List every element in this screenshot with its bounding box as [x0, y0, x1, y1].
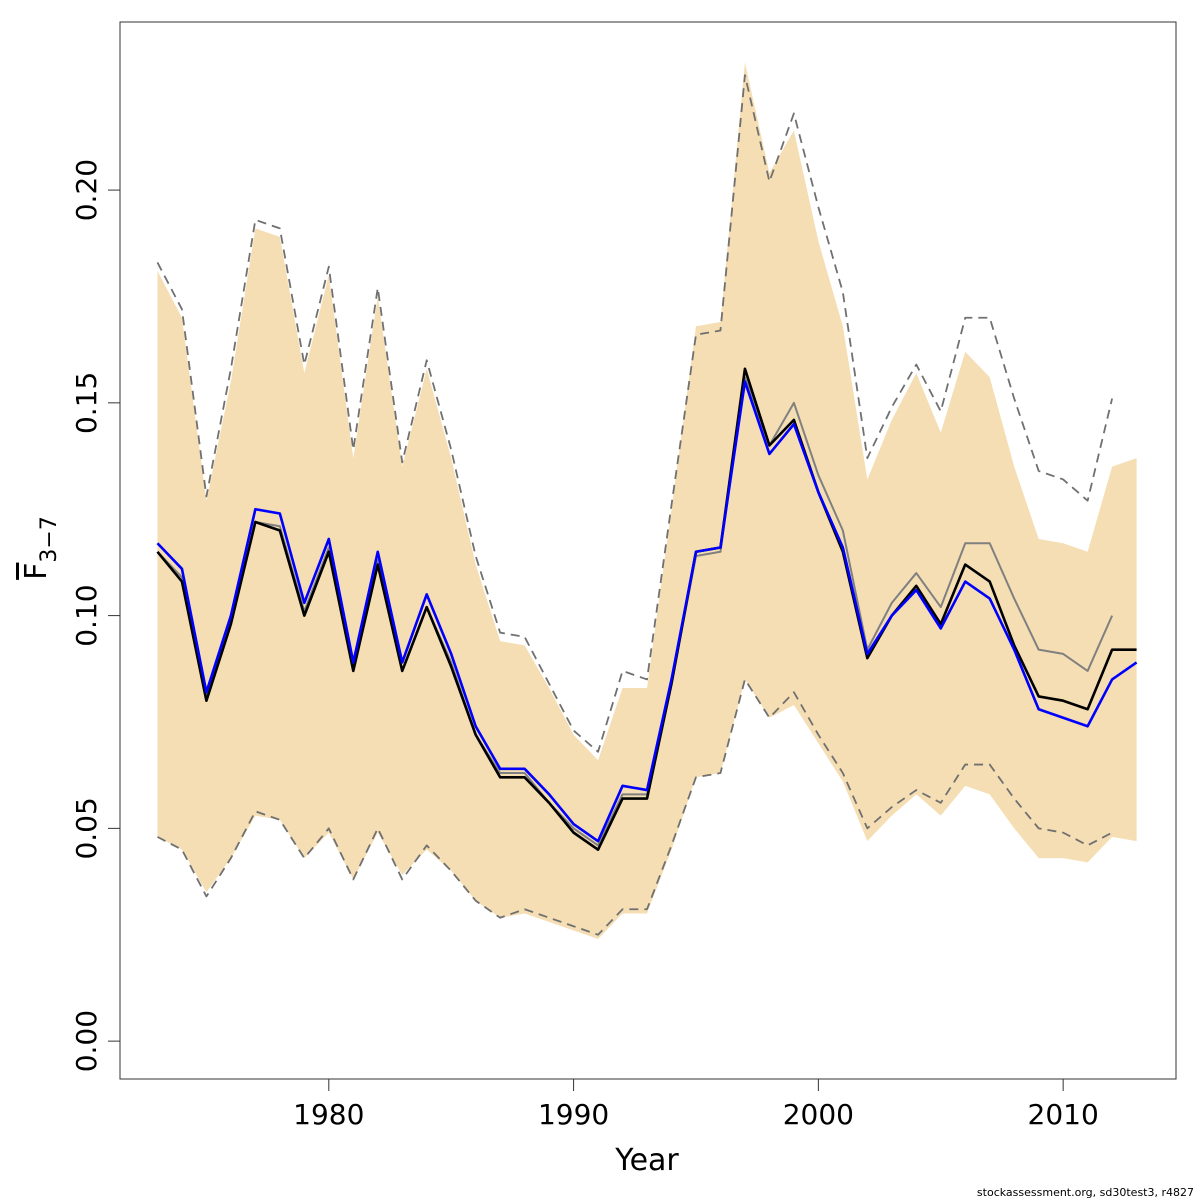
bound-line: [157, 678, 1113, 936]
plot-frame: [119, 21, 1177, 1080]
estimate-line: [156, 380, 1138, 843]
y-tick-label: 0.00: [70, 1010, 103, 1072]
x-tick-label: 2000: [783, 1098, 854, 1131]
x-tick-label: 1990: [538, 1098, 609, 1131]
y-tick-label: 0.10: [70, 584, 103, 646]
y-axis-label-sub: 3−7: [37, 516, 62, 562]
y-axis-label-main: F: [19, 563, 54, 580]
estimate-line: [156, 376, 1114, 847]
y-tick-label: 0.15: [70, 372, 103, 434]
y-axis-label: F3−7: [19, 516, 62, 580]
bound-line: [156, 74, 1113, 753]
footer: stockassessment.org, sd30test3, r4827: [977, 1186, 1194, 1199]
estimate-line: [156, 367, 1137, 851]
y-tick-label: 0.20: [70, 159, 103, 221]
x-axis-label: Year: [614, 1143, 679, 1178]
x-tick-label: 2010: [1028, 1098, 1099, 1131]
confidence-band: [157, 62, 1137, 940]
y-tick-label: 0.05: [70, 797, 103, 859]
x-tick-label: 1980: [293, 1098, 364, 1131]
